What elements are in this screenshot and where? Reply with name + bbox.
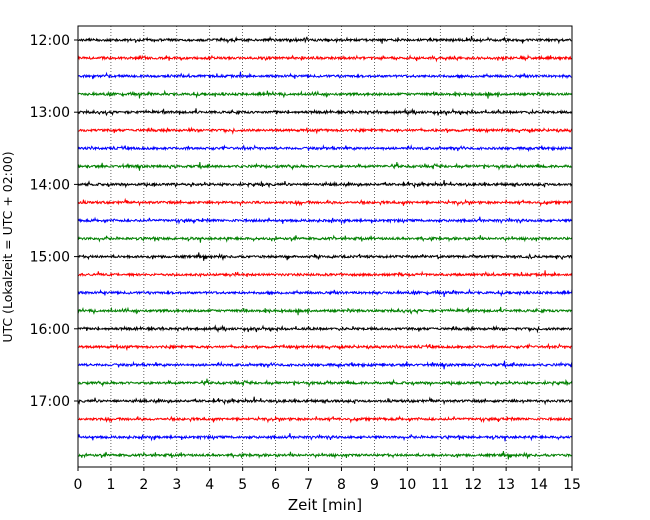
x-tick-label: 13 [497, 477, 515, 493]
x-tick-label: 3 [172, 477, 181, 493]
trace-line [77, 35, 573, 45]
x-tick-label: 1 [106, 477, 115, 493]
x-tick-label: 8 [337, 477, 346, 493]
trace-line [77, 360, 573, 370]
trace-line [77, 197, 573, 207]
x-tick-label: 9 [370, 477, 379, 493]
trace-line [77, 180, 573, 189]
y-tick-label: 12:00 [30, 33, 70, 49]
trace-line [77, 234, 573, 243]
trace-line [77, 324, 573, 334]
x-tick-label: 7 [304, 477, 313, 493]
x-tick-label: 4 [205, 477, 214, 493]
trace-line [77, 270, 573, 278]
trace-line [77, 433, 573, 442]
trace-line [77, 252, 573, 261]
trace-line [77, 415, 573, 424]
plot-frame [77, 25, 573, 468]
trace-line [77, 450, 573, 460]
trace-line [77, 71, 573, 80]
x-tick-label: 6 [271, 477, 280, 493]
trace-line [77, 396, 573, 406]
y-tick-label: 17:00 [30, 394, 70, 410]
y-axis-label: UTC (Lokalzeit = UTC + 02:00) [0, 151, 15, 342]
y-tick-label: 16:00 [30, 322, 70, 338]
x-tick-label: 2 [139, 477, 148, 493]
x-tick-label: 10 [398, 477, 416, 493]
y-tick-label: 15:00 [30, 250, 70, 266]
trace-line [77, 107, 573, 117]
trace-line [77, 162, 573, 171]
x-axis-label: Zeit [min] [288, 496, 362, 514]
x-tick-label: 0 [74, 477, 83, 493]
trace-lines [77, 35, 573, 460]
x-tick-label: 14 [530, 477, 548, 493]
y-tick-label: 14:00 [30, 177, 70, 193]
trace-line [77, 378, 573, 388]
x-tick-label: 11 [431, 477, 449, 493]
trace-line [77, 288, 573, 298]
y-axis-ticks: 12:00 13:00 14:00 15:00 16:00 17:00 [30, 33, 78, 410]
x-tick-label: 12 [464, 477, 482, 493]
trace-line [77, 342, 573, 352]
y-tick-label: 13:00 [30, 105, 70, 121]
trace-line [77, 126, 573, 135]
trace-line [77, 89, 573, 99]
trace-line [77, 144, 573, 153]
x-tick-label: 5 [238, 477, 247, 493]
x-tick-label: 15 [563, 477, 581, 493]
x-axis-ticks: 0 1 2 3 4 5 6 7 8 9 10 11 12 13 14 15 [74, 467, 581, 493]
trace-line [77, 216, 573, 225]
trace-line [77, 54, 573, 63]
trace-line [77, 306, 573, 316]
